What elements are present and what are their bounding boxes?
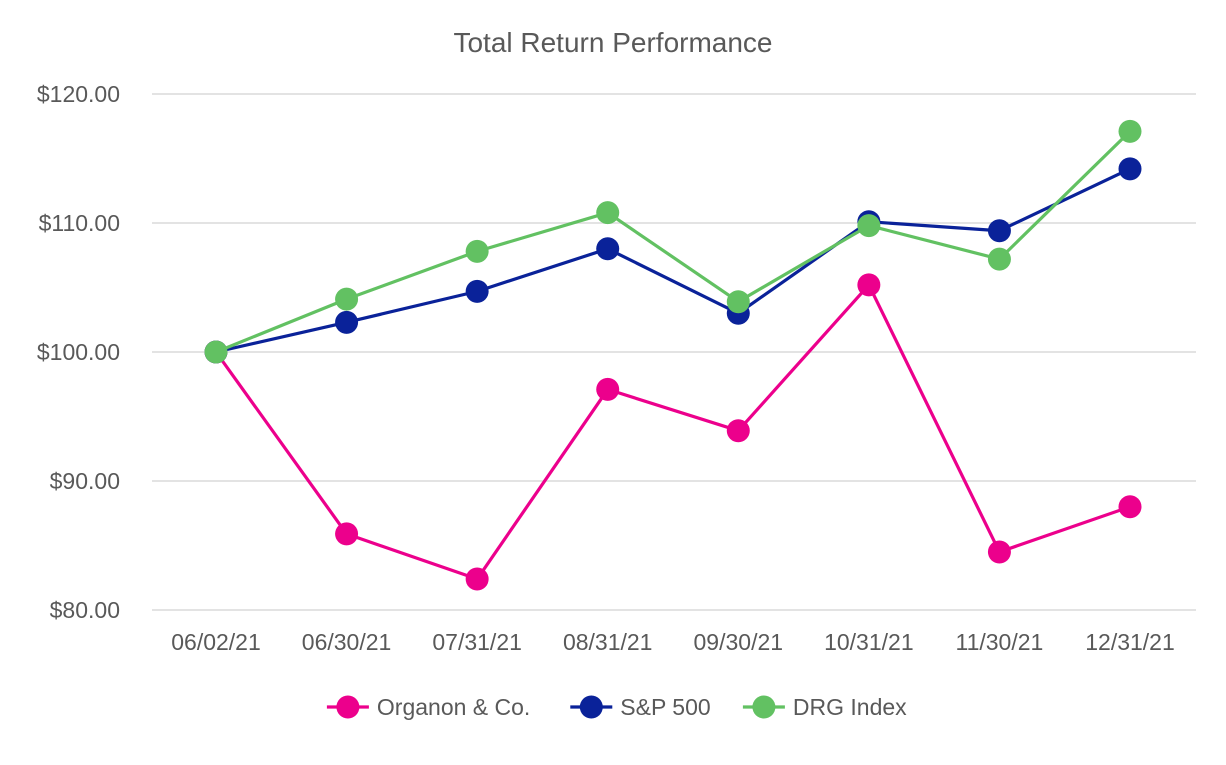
legend-item-organon-co: Organon & Co. <box>326 694 530 720</box>
data-point <box>596 201 620 225</box>
legend-marker <box>336 695 360 719</box>
x-tick-label: 07/31/21 <box>432 629 522 655</box>
data-point <box>987 540 1011 564</box>
y-tick-label: $90.00 <box>50 468 120 494</box>
chart-title: Total Return Performance <box>453 27 772 58</box>
data-point <box>335 522 359 546</box>
data-point <box>987 247 1011 271</box>
legend: Organon & Co. S&P 500 DRG Index <box>326 694 907 720</box>
data-point <box>857 214 881 238</box>
legend-item-s-p-500: S&P 500 <box>570 694 711 720</box>
x-tick-label: 11/30/21 <box>956 629 1044 655</box>
data-point <box>465 239 489 263</box>
data-point <box>726 290 750 314</box>
series-organon-co <box>204 273 1142 591</box>
series-drg-index <box>204 119 1142 364</box>
data-point <box>1118 495 1142 519</box>
y-tick-label: $100.00 <box>37 339 120 365</box>
data-point <box>1118 157 1142 181</box>
legend-label: DRG Index <box>793 694 907 720</box>
legend-marker <box>579 695 603 719</box>
data-point <box>596 377 620 401</box>
legend-label: Organon & Co. <box>377 694 530 720</box>
y-tick-label: $120.00 <box>37 81 120 107</box>
gridlines <box>152 93 1196 611</box>
data-point <box>204 340 228 364</box>
x-tick-label: 09/30/21 <box>694 629 784 655</box>
x-tick-label: 10/31/21 <box>824 629 914 655</box>
series-line <box>214 283 1131 581</box>
y-axis-tick-labels: $80.00 $90.00 $100.00 $110.00 $120.00 <box>37 81 120 623</box>
data-point <box>465 279 489 303</box>
data-point <box>335 310 359 334</box>
data-point <box>857 273 881 297</box>
series-line <box>215 167 1131 354</box>
data-point <box>987 219 1011 243</box>
y-tick-label: $80.00 <box>50 597 120 623</box>
data-point <box>1118 119 1142 143</box>
legend-label: S&P 500 <box>620 694 710 720</box>
legend-marker <box>752 695 776 719</box>
series-line <box>215 130 1132 354</box>
data-point <box>596 237 620 261</box>
x-tick-label: 06/02/21 <box>171 629 261 655</box>
x-tick-label: 12/31/21 <box>1085 629 1175 655</box>
series-lines <box>204 119 1142 591</box>
legend-item-drg-index: DRG Index <box>742 694 907 720</box>
data-point <box>335 287 359 311</box>
data-point <box>726 419 750 443</box>
x-tick-label: 08/31/21 <box>563 629 653 655</box>
data-point <box>465 567 489 591</box>
x-axis-tick-labels: 06/02/21 06/30/21 07/31/21 08/31/21 09/30/21… <box>171 629 1175 655</box>
x-tick-label: 06/30/21 <box>302 629 392 655</box>
y-tick-label: $110.00 <box>39 210 120 236</box>
